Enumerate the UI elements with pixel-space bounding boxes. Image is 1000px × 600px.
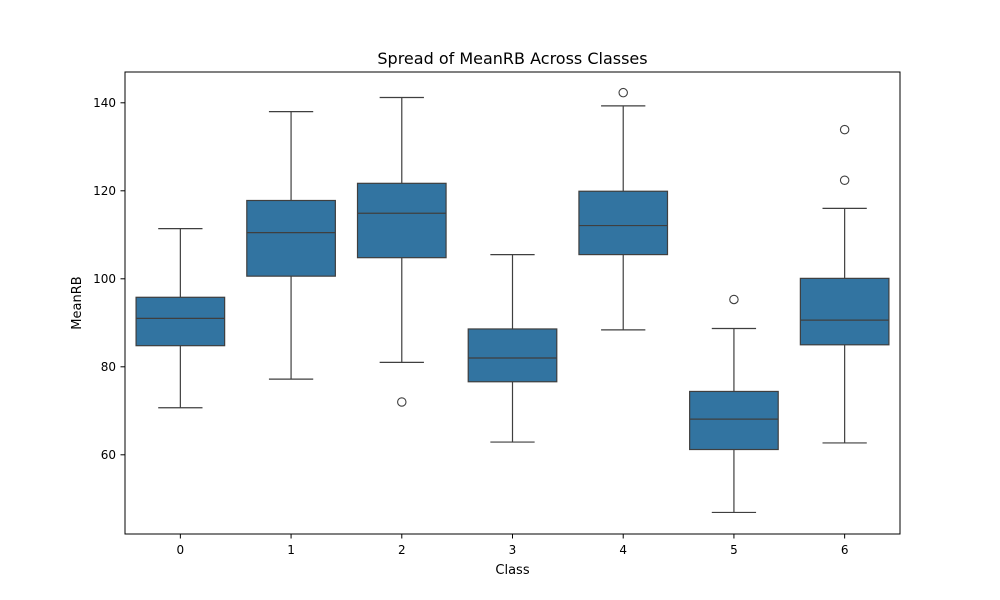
x-axis-label: Class bbox=[495, 563, 529, 578]
x-tick-label: 5 bbox=[730, 543, 738, 557]
box-group-class-4 bbox=[578, 87, 669, 331]
x-tick-label: 3 bbox=[509, 543, 517, 557]
y-tick-label: 140 bbox=[93, 96, 116, 110]
x-tick-label: 6 bbox=[841, 543, 849, 557]
box-iqr bbox=[578, 190, 669, 256]
outlier-point bbox=[839, 175, 850, 185]
plot-area bbox=[135, 87, 890, 514]
outlier-point bbox=[839, 124, 850, 135]
chart-title: Spread of MeanRB Across Classes bbox=[377, 49, 647, 68]
box-iqr bbox=[467, 328, 558, 383]
y-tick-label: 120 bbox=[93, 184, 116, 198]
outlier-point bbox=[397, 397, 407, 407]
box-iqr bbox=[799, 277, 890, 346]
y-tick-label: 60 bbox=[101, 448, 116, 462]
x-axis: 0 1 2 3 4 5 6 bbox=[177, 534, 849, 557]
box-iqr bbox=[356, 182, 447, 259]
y-tick-label: 100 bbox=[93, 272, 116, 286]
box-group-class-3 bbox=[467, 254, 558, 443]
outlier-point bbox=[729, 294, 739, 305]
y-axis: 60 80 100 120 140 bbox=[93, 96, 125, 462]
box-group-class-2 bbox=[356, 96, 447, 407]
box-iqr bbox=[689, 390, 779, 451]
x-tick-label: 1 bbox=[287, 543, 295, 557]
box-group-class-5 bbox=[689, 294, 779, 514]
box-group-class-0 bbox=[135, 228, 226, 409]
x-tick-label: 4 bbox=[619, 543, 627, 557]
x-tick-label: 0 bbox=[177, 543, 185, 557]
box-group-class-1 bbox=[246, 110, 336, 380]
y-axis-label: MeanRB bbox=[70, 276, 85, 329]
box-group-class-6 bbox=[799, 124, 890, 444]
box-iqr bbox=[246, 199, 336, 277]
y-tick-label: 80 bbox=[101, 360, 116, 374]
outlier-point bbox=[618, 87, 628, 98]
box-iqr bbox=[135, 296, 226, 347]
x-tick-label: 2 bbox=[398, 543, 406, 557]
